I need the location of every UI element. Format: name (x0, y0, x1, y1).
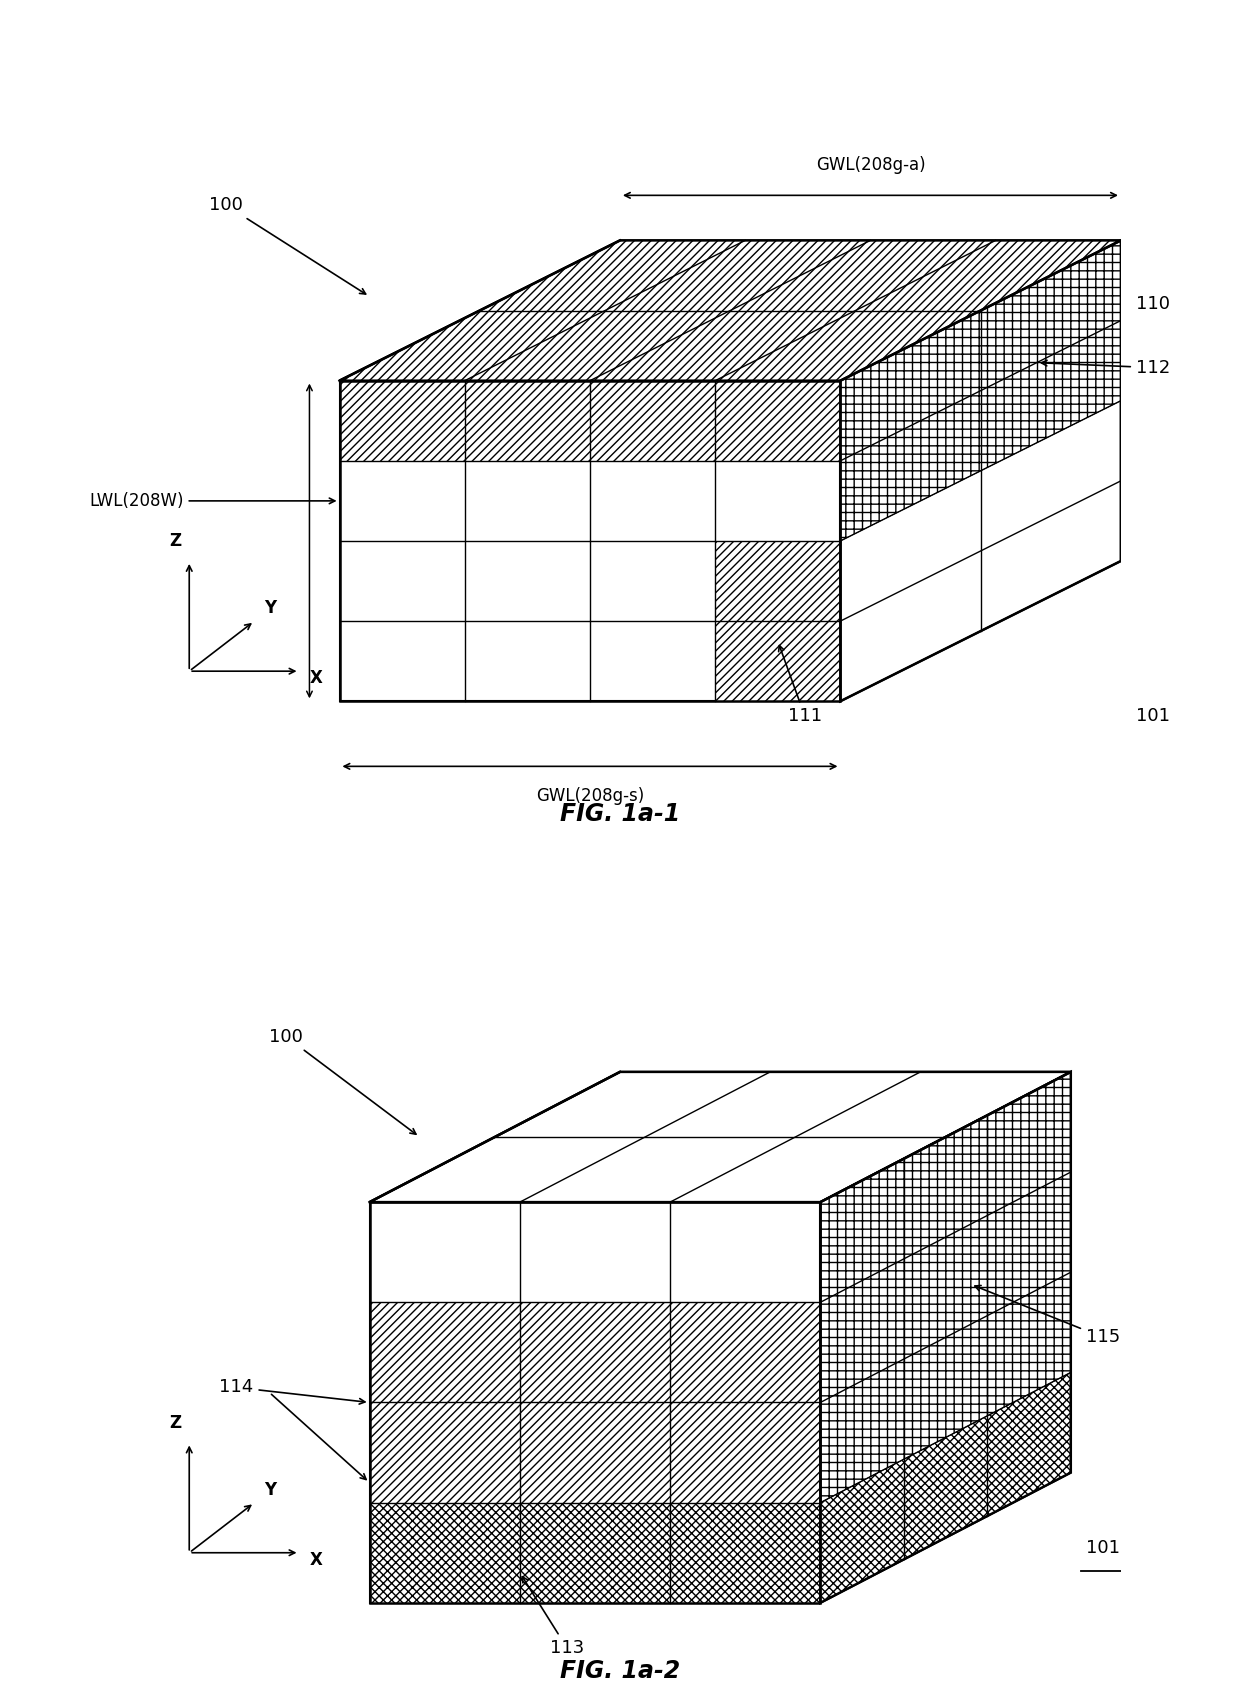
Polygon shape (715, 542, 841, 702)
Polygon shape (370, 1202, 821, 1603)
Polygon shape (340, 381, 841, 702)
Text: Z: Z (169, 531, 181, 550)
Polygon shape (340, 240, 1121, 381)
Text: LWL(208W): LWL(208W) (89, 492, 335, 509)
Text: 100: 100 (210, 196, 366, 295)
Text: 112: 112 (1042, 359, 1171, 376)
Polygon shape (821, 1373, 1071, 1603)
Text: GWL(208g-a): GWL(208g-a) (816, 157, 925, 174)
Text: X: X (310, 669, 322, 688)
Text: 111: 111 (779, 645, 822, 725)
Text: X: X (310, 1551, 322, 1568)
Polygon shape (370, 1303, 821, 1502)
Text: 114: 114 (219, 1378, 365, 1403)
Text: Z: Z (169, 1413, 181, 1432)
Text: 101: 101 (1086, 1540, 1120, 1557)
Text: Y: Y (264, 599, 277, 616)
Text: 113: 113 (522, 1577, 584, 1657)
Polygon shape (370, 1502, 821, 1603)
Text: FIG. 1a-2: FIG. 1a-2 (560, 1659, 680, 1683)
Polygon shape (340, 240, 1121, 381)
Text: 101: 101 (1136, 707, 1169, 725)
Polygon shape (841, 240, 1121, 542)
Polygon shape (841, 240, 1121, 702)
Polygon shape (340, 381, 841, 462)
Text: 110: 110 (1136, 295, 1169, 313)
Text: 115: 115 (975, 1286, 1120, 1347)
Text: Y: Y (264, 1480, 277, 1499)
Polygon shape (370, 1071, 1071, 1202)
Text: GWL(208g-s): GWL(208g-s) (536, 787, 644, 806)
Text: 100: 100 (269, 1029, 415, 1134)
Polygon shape (821, 1071, 1071, 1502)
Polygon shape (821, 1071, 1071, 1603)
Text: FIG. 1a-1: FIG. 1a-1 (560, 802, 680, 826)
